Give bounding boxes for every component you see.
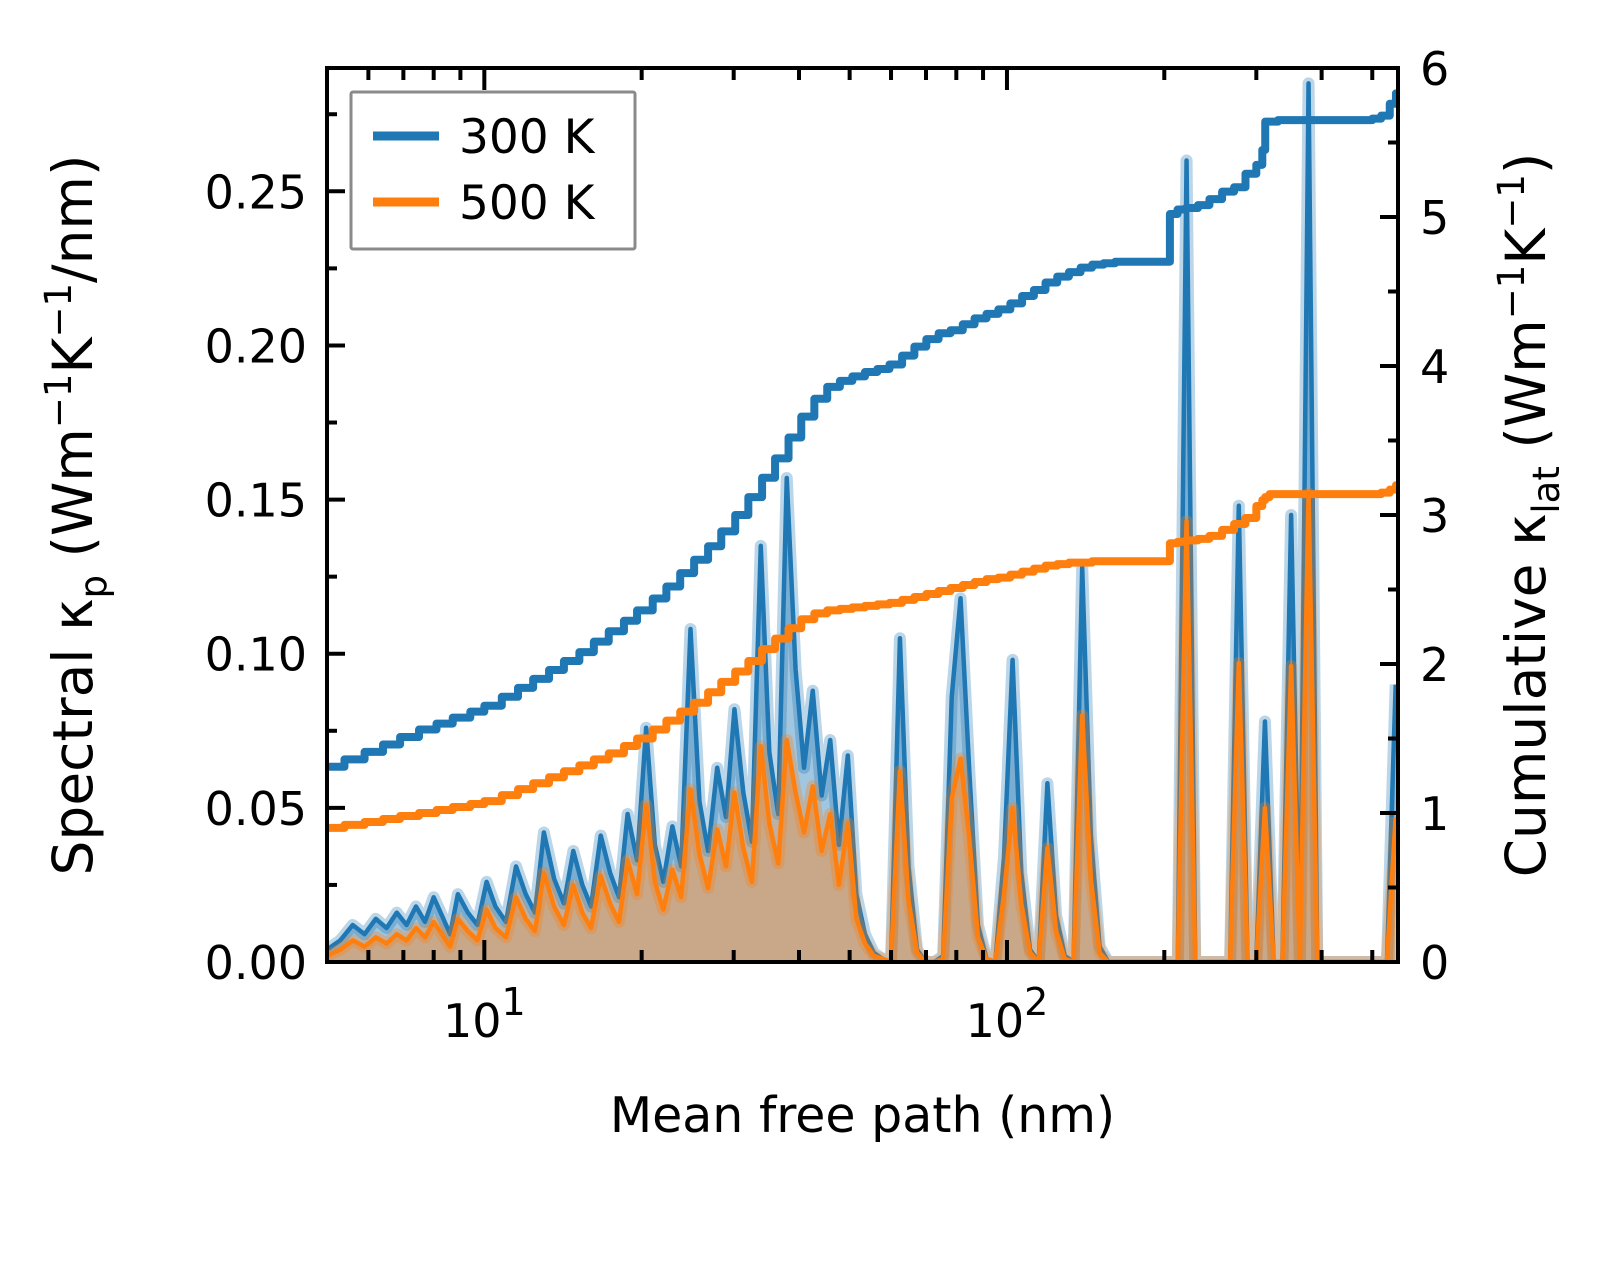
label-layer: 101 102 0.00 0.05 0.10 0.15 0.20 0.25 0 1 2 3 4 5 6 Mea… — [37, 42, 1568, 1144]
y-left-tick-label: 0.05 — [205, 782, 307, 836]
y-left-tick-label: 0.00 — [205, 936, 307, 990]
cumulative-curve-300k — [327, 89, 1398, 771]
spectral-curve-500k — [327, 491, 1398, 962]
legend-label-500k[interactable]: 500 K — [459, 176, 596, 231]
y-left-tick-label: 0.15 — [205, 474, 307, 528]
x-tick-label: 101 — [443, 980, 526, 1048]
y-right-tick-label: 6 — [1420, 42, 1449, 96]
axes-layer — [325, 66, 1400, 964]
legend-label-300k[interactable]: 300 K — [459, 110, 596, 165]
x-tick-label: 102 — [966, 980, 1049, 1048]
y-right-tick-label: 2 — [1420, 638, 1449, 692]
y-left-tick-label: 0.25 — [205, 165, 307, 219]
y-right-tick-label: 3 — [1420, 489, 1449, 543]
y-right-tick-label: 4 — [1420, 340, 1449, 394]
y-right-tick-label: 1 — [1420, 787, 1449, 841]
x-axis-label: Mean free path (nm) — [610, 1087, 1115, 1144]
spectral-fill-layer — [327, 77, 1398, 962]
y-right-tick-label: 5 — [1420, 191, 1449, 245]
y-left-tick-label: 0.10 — [205, 628, 307, 682]
curve-layer — [327, 89, 1398, 832]
y-axis-label-left: Spectral κp (Wm−1K−1/nm) — [37, 155, 115, 876]
spectral-area-300k — [327, 83, 1396, 962]
y-left-tick-label: 0.20 — [205, 319, 307, 373]
legend-box — [349, 90, 637, 251]
spectral-area-500k — [327, 493, 1396, 962]
cumulative-curve-500k — [327, 481, 1398, 832]
y-right-tick-label: 0 — [1420, 936, 1449, 990]
legend[interactable]: 300 K 500 K — [349, 90, 637, 251]
y-axis-label-right: Cumulative κlat (Wm−1K−1) — [1490, 153, 1568, 878]
